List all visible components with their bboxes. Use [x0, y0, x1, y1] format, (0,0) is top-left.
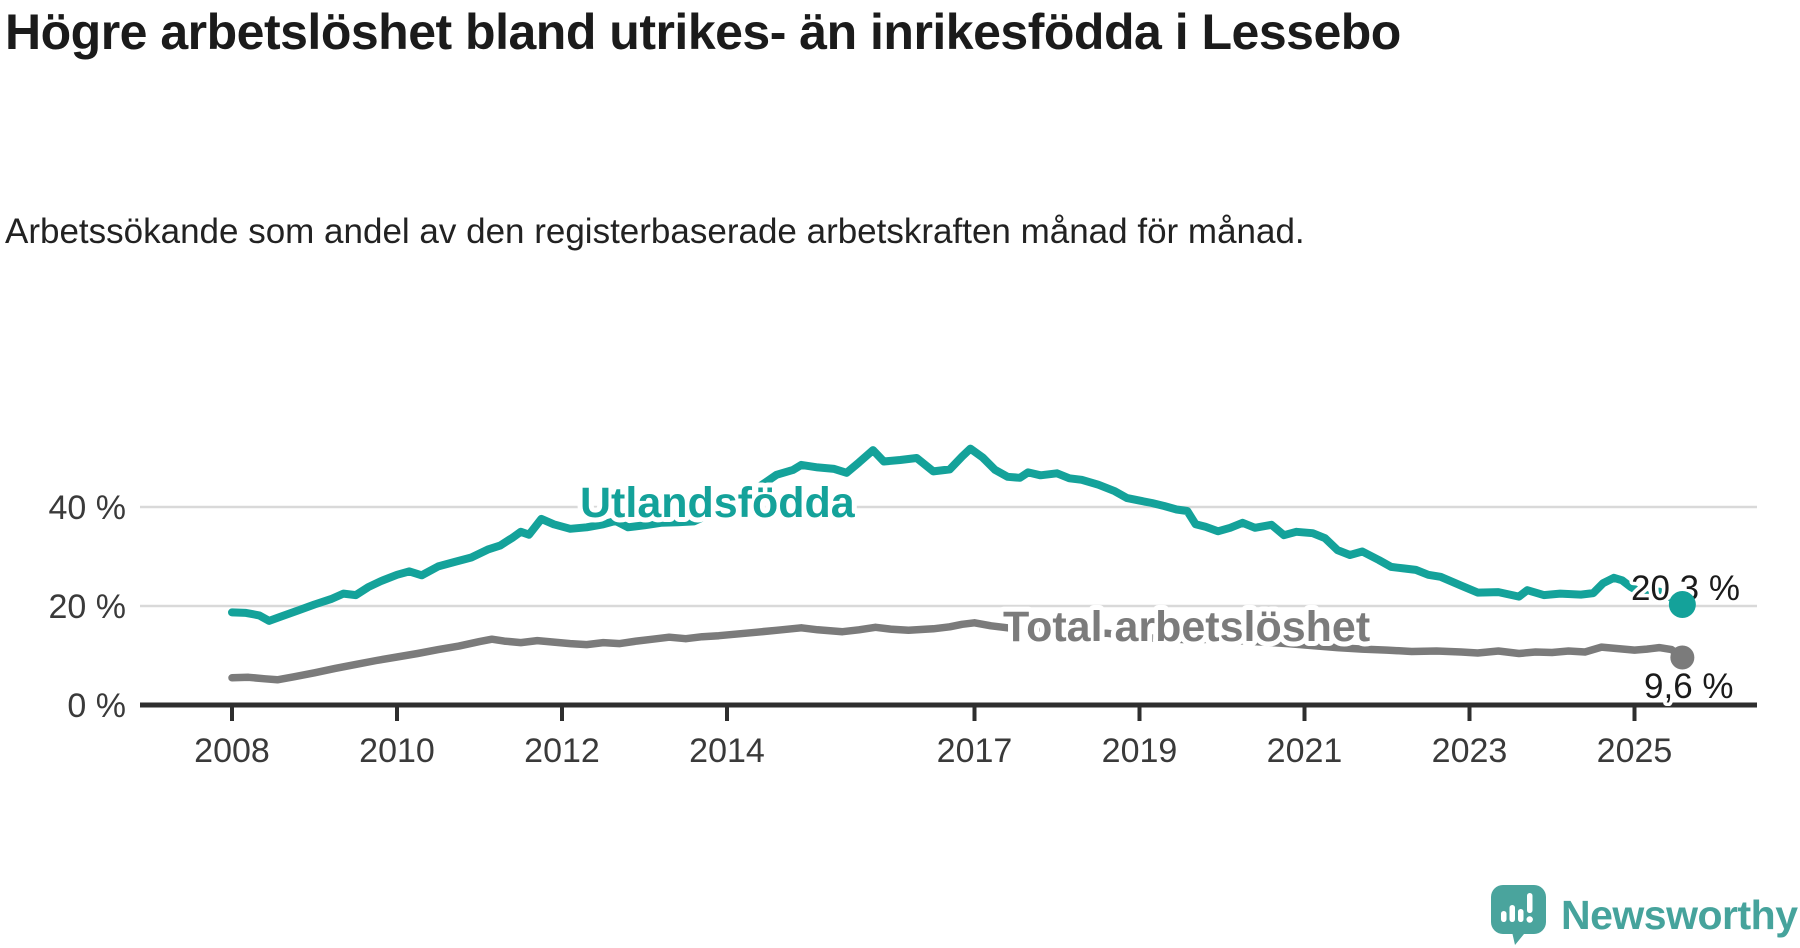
y-axis-label-0: 0 % [67, 687, 126, 725]
y-axis-label-40: 40 % [49, 489, 127, 527]
utlandsfodda-end-dot [1668, 591, 1696, 619]
bar-2 [1509, 905, 1515, 922]
bar-3 [1518, 909, 1524, 922]
exclamation-stem [1527, 893, 1533, 913]
total-arbetsloshet-line [228, 619, 1687, 684]
chart-title: Högre arbetslöshet bland utrikes- än inr… [5, 4, 1401, 60]
bar-1 [1501, 911, 1507, 922]
exclamation-dot [1526, 916, 1533, 923]
y-axis-label-20: 20 % [49, 588, 127, 626]
x-axis-label-2021: 2021 [1267, 732, 1343, 770]
total-arbetsloshet-end-value: 9,6 % [1644, 667, 1734, 706]
x-axis-label-2017: 2017 [937, 732, 1013, 770]
utlandsfodda-line [228, 444, 1687, 625]
x-axis-label-2010: 2010 [359, 732, 435, 770]
x-axis-label-2014: 2014 [689, 732, 765, 770]
newsworthy-logo-icon [1491, 885, 1546, 945]
x-axis-label-2019: 2019 [1102, 732, 1178, 770]
x-axis-label-2012: 2012 [524, 732, 600, 770]
utlandsfodda-label: Utlandsfödda [580, 479, 856, 527]
newsworthy-logo-text: Newsworthy [1561, 891, 1798, 938]
x-axis-label-2023: 2023 [1432, 732, 1508, 770]
total-arbetsloshet-label: Total arbetslöshet [1003, 603, 1370, 651]
newsworthy-logo: Newsworthy [1490, 884, 1798, 946]
x-axis-label-2025: 2025 [1597, 732, 1673, 770]
x-axis-label-2008: 2008 [194, 732, 270, 770]
chart-subtitle: Arbetssökande som andel av den registerb… [5, 212, 1305, 251]
total-arbetsloshet-end-dot [1670, 645, 1695, 670]
